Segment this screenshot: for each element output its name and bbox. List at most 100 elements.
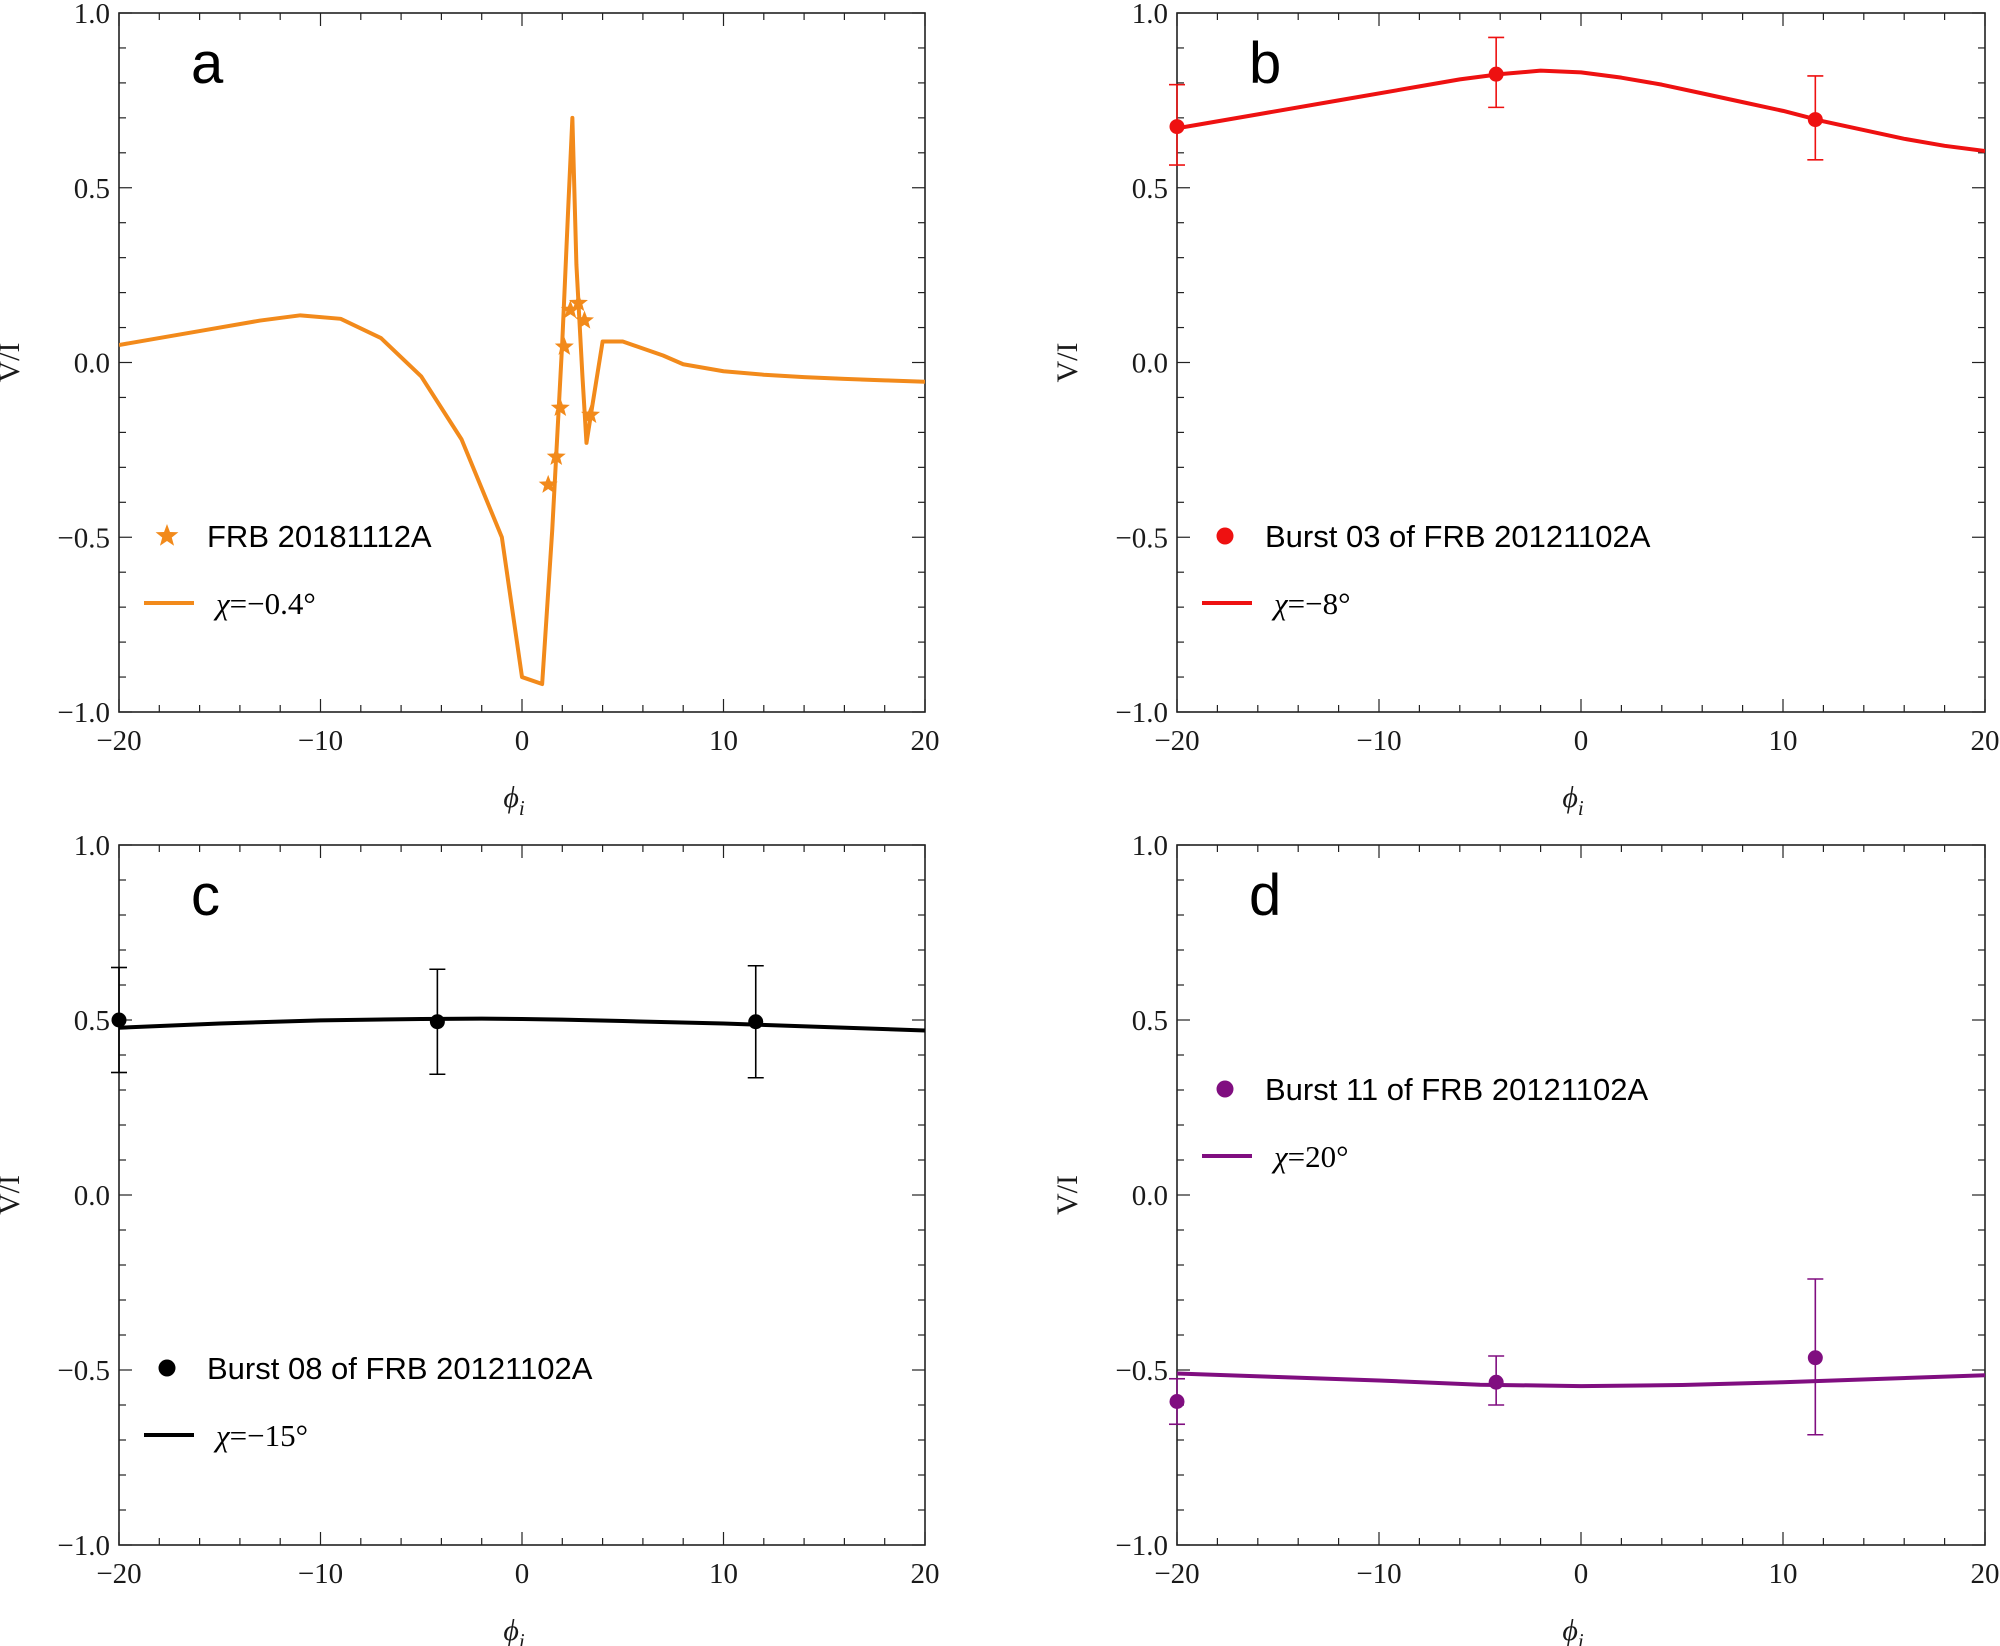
legend-marker-label: FRB 20181112A: [207, 519, 432, 554]
legend-marker-label: Burst 08 of FRB 20121102A: [207, 1351, 593, 1386]
x-tick-label: −20: [1154, 1558, 1199, 1590]
series-curve: [1177, 1371, 1985, 1389]
y-tick-label: 1.0: [74, 0, 110, 30]
legend-line-value: −0.4°: [247, 586, 316, 621]
data-point-star: [568, 293, 588, 312]
data-points: [1169, 66, 1823, 135]
y-tick-label: −0.5: [1115, 522, 1168, 554]
legend-marker-star: [155, 524, 179, 546]
data-point-star: [550, 397, 570, 417]
x-tick-label: 10: [1769, 725, 1798, 757]
y-tick-label: −0.5: [57, 1355, 110, 1387]
legend-equals: =: [1288, 1139, 1305, 1174]
x-tick-label: −10: [1356, 725, 1401, 757]
legend-equals: =: [230, 586, 247, 621]
legend-marker-label: Burst 11 of FRB 20121102A: [1265, 1072, 1648, 1107]
x-tick-label: 0: [1574, 1558, 1589, 1590]
y-tick-label: −1.0: [57, 697, 110, 729]
legend: Burst 11 of FRB 20121102A χ=20°: [1202, 1072, 1648, 1174]
data-point-star: [546, 446, 566, 465]
legend-marker-label: Burst 03 of FRB 20121102A: [1265, 519, 1651, 554]
y-tick-label: −1.0: [1115, 1530, 1168, 1562]
y-tick-label: 0.0: [1132, 1180, 1168, 1212]
x-axis-label-subscript: i: [519, 1629, 525, 1646]
legend-chi-symbol: χ: [213, 1418, 231, 1453]
data-points: [538, 293, 601, 493]
legend-equals: =: [230, 1418, 247, 1453]
legend: FRB 20181112A χ=−0.4°: [144, 519, 432, 621]
legend: Burst 03 of FRB 20121102A χ=−8°: [1202, 519, 1651, 621]
panel-letter: d: [1249, 863, 1281, 928]
data-point: [748, 1014, 764, 1030]
error-bars: [1169, 1278, 1824, 1436]
legend-equals: =: [1288, 586, 1305, 621]
panel-b: −20 −10 0 10 20 −1.0 −0.5 0.0 0.5 1.0 ϕi V/I b Burst …: [1051, 0, 2000, 820]
x-tick-label: 20: [911, 725, 940, 757]
data-point: [1488, 1374, 1504, 1390]
x-tick-label: 0: [1574, 725, 1589, 757]
legend-line-value: −8°: [1305, 586, 1350, 621]
legend-chi-symbol: χ: [1271, 1139, 1289, 1174]
data-point-star: [554, 336, 574, 355]
x-tick-label: 20: [1971, 1558, 2000, 1590]
y-axis-label: V/I: [1051, 1175, 1084, 1215]
data-point: [1807, 1350, 1823, 1366]
x-axis-label: ϕi: [1562, 1614, 1584, 1646]
ticks: [1176, 844, 1986, 1546]
y-tick-label: −1.0: [1115, 697, 1168, 729]
x-tick-label: 0: [515, 1558, 530, 1590]
legend: Burst 08 of FRB 20121102A χ=−15°: [144, 1351, 593, 1453]
y-tick-label: −0.5: [1115, 1355, 1168, 1387]
x-axis-label: ϕi: [503, 781, 525, 820]
x-axis-label: ϕi: [503, 1614, 525, 1646]
x-tick-label: −10: [298, 725, 343, 757]
x-axis-label-symbol: ϕ: [1562, 781, 1578, 814]
y-tick-label: 0.0: [74, 1180, 110, 1212]
ticks: [118, 844, 926, 1546]
x-tick-label: 20: [1971, 725, 2000, 757]
legend-marker: [1216, 1080, 1234, 1098]
y-tick-label: 0.5: [74, 173, 110, 205]
panel-letter: a: [191, 31, 224, 96]
x-tick-label: 10: [709, 1558, 738, 1590]
data-points: [111, 1012, 764, 1030]
x-axis-label-symbol: ϕ: [503, 1614, 519, 1646]
y-tick-label: 0.5: [74, 1005, 110, 1037]
data-point: [1169, 1394, 1185, 1409]
ticks: [1176, 12, 1986, 713]
x-tick-label: −20: [96, 725, 141, 757]
data-point-star: [560, 300, 580, 319]
legend-marker: [158, 1359, 176, 1377]
x-tick-label: −20: [96, 1558, 141, 1590]
y-axis-label: V/I: [0, 1175, 26, 1215]
data-point: [1488, 66, 1504, 82]
plot-frame: [1176, 844, 1986, 1546]
x-tick-label: 0: [515, 725, 530, 757]
y-tick-label: 1.0: [1132, 0, 1168, 30]
panel-a: −20 −10 0 10 20 −1.0 −0.5 0.0 0.5 1.0 ϕi V/I a FRB 20…: [0, 0, 940, 820]
legend-line-label: χ=−15°: [213, 1418, 308, 1453]
data-point-star: [574, 310, 594, 329]
y-tick-label: 0.0: [74, 348, 110, 380]
y-tick-label: −0.5: [57, 522, 110, 554]
legend-chi-symbol: χ: [1271, 586, 1289, 621]
data-point-star: [581, 404, 601, 424]
ticks: [118, 12, 926, 713]
panel-letter: b: [1249, 31, 1281, 96]
legend-marker: [1216, 527, 1234, 545]
panel-d: −20 −10 0 10 20 −1.0 −0.5 0.0 0.5 1.0 ϕi V/I d Burst …: [1051, 830, 2000, 1646]
x-tick-label: 10: [1769, 1558, 1798, 1590]
x-axis-label-subscript: i: [519, 796, 525, 820]
legend-line-label: χ=−8°: [1271, 586, 1351, 621]
y-tick-label: 0.5: [1132, 1005, 1168, 1037]
legend-line-value: −15°: [247, 1418, 308, 1453]
data-point: [111, 1012, 127, 1028]
legend-line-label: χ=−0.4°: [213, 586, 316, 621]
data-point: [1169, 119, 1185, 135]
series-curve: [119, 115, 925, 687]
data-point-star: [538, 474, 558, 493]
x-tick-label: −10: [298, 1558, 343, 1590]
x-tick-label: 20: [911, 1558, 940, 1590]
y-tick-label: 1.0: [74, 830, 110, 862]
